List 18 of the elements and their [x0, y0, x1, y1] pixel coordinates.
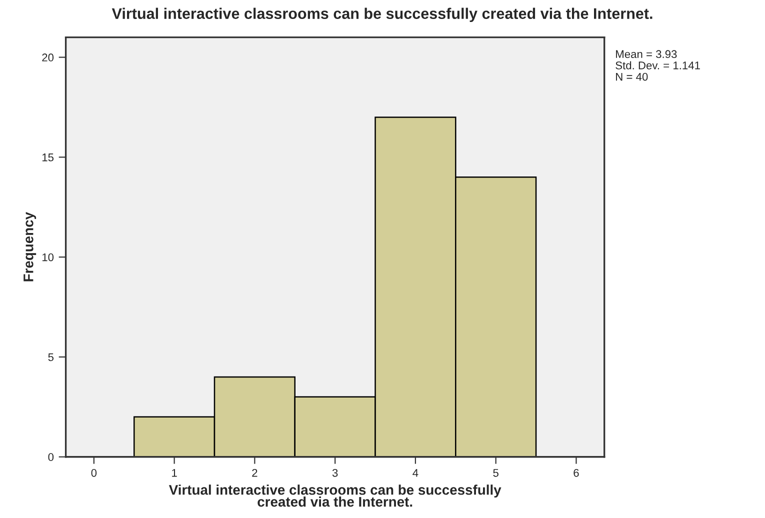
- x-tick-label: 6: [574, 468, 579, 477]
- text: Std. Dev. = 1.141: [616, 61, 700, 70]
- text: Mean = 3.93: [616, 50, 677, 58]
- y-axis-title: Frequency: [24, 212, 36, 282]
- y-tick-label: 20: [42, 54, 54, 62]
- x-tick-label: 1: [172, 469, 177, 477]
- y-tick-label: 15: [42, 154, 54, 162]
- x-tick-label: 0: [91, 468, 97, 477]
- y-tick-label: 5: [48, 353, 54, 362]
- chart-title: Virtual interactive classrooms can be successfully created via the Internet.: [112, 8, 652, 22]
- text: N = 40: [616, 72, 648, 81]
- x-tick-label: 2: [252, 468, 258, 477]
- x-tick-label: 5: [493, 469, 498, 477]
- x-axis-title: Virtual interactive classrooms can be successfully created via the Internet.: [168, 484, 502, 507]
- y-tick-label: 10: [42, 253, 54, 262]
- x-tick-label: 3: [332, 468, 338, 477]
- y-tick-label: 0: [48, 453, 54, 462]
- x-tick-label: 4: [412, 469, 418, 477]
